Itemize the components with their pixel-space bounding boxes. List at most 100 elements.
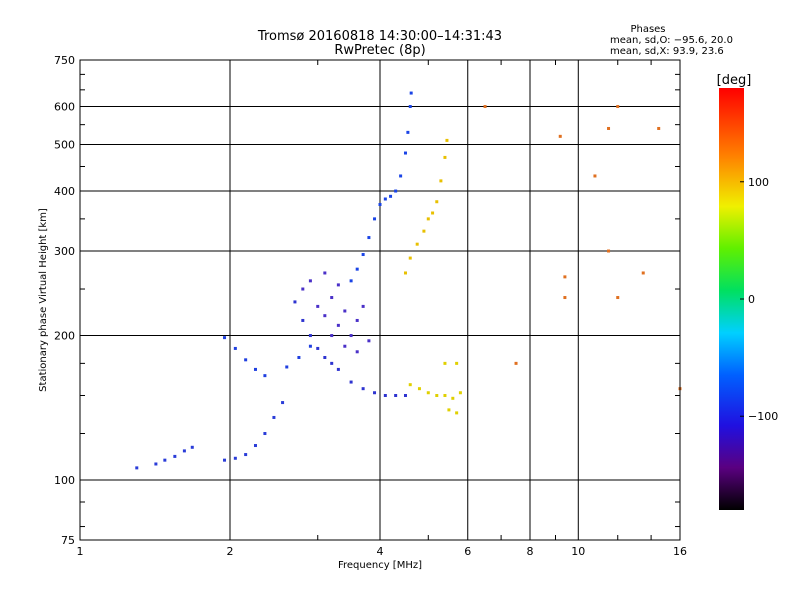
data-point <box>244 358 248 362</box>
data-point <box>408 383 412 387</box>
data-point <box>563 296 567 300</box>
plot-frame <box>79 59 681 541</box>
y-tick-label: 200 <box>54 330 75 343</box>
data-point <box>301 318 305 322</box>
data-point <box>263 374 267 378</box>
data-point <box>447 408 451 412</box>
data-point <box>563 275 567 279</box>
data-point <box>233 346 237 350</box>
data-point <box>403 271 407 275</box>
data-point <box>455 361 459 365</box>
data-point <box>403 151 407 155</box>
data-point <box>514 361 518 365</box>
data-point <box>378 202 382 206</box>
data-point <box>253 444 257 448</box>
axis-ticks <box>80 60 680 540</box>
x-tick-label: 8 <box>527 545 534 558</box>
data-point <box>361 304 365 308</box>
colorbar <box>719 88 744 510</box>
x-axis-label: Frequency [MHz] <box>338 560 422 571</box>
data-point <box>607 249 611 253</box>
colorbar-label: [deg] <box>717 73 752 88</box>
y-tick-label: 100 <box>54 474 75 487</box>
data-point <box>558 134 562 138</box>
data-point <box>349 279 353 283</box>
x-tick-label: 4 <box>377 545 384 558</box>
data-point <box>394 394 398 398</box>
data-point <box>323 355 327 359</box>
data-point <box>403 394 407 398</box>
data-point <box>285 365 289 369</box>
data-point <box>373 391 377 395</box>
data-point <box>458 391 462 395</box>
data-point <box>190 445 194 449</box>
y-axis-label: Stationary phase Virtual Height [km] <box>38 208 49 392</box>
data-point <box>483 105 487 109</box>
y-tick-label: 600 <box>54 101 75 114</box>
data-point <box>417 387 421 391</box>
data-point <box>336 323 340 327</box>
data-point <box>182 449 186 453</box>
data-point <box>330 361 334 365</box>
data-point <box>323 314 327 318</box>
data-point <box>657 126 661 130</box>
chart-subtitle: RwPretec (8p) <box>334 43 425 58</box>
data-point <box>409 91 413 95</box>
data-point <box>415 242 419 246</box>
data-point <box>373 217 377 221</box>
data-point <box>272 415 276 419</box>
data-point <box>616 296 620 300</box>
data-point <box>641 271 645 275</box>
data-point <box>349 334 353 338</box>
data-point <box>408 256 412 260</box>
y-tick-label: 75 <box>61 534 75 547</box>
data-point <box>223 458 227 462</box>
data-point <box>330 296 334 300</box>
data-point <box>343 344 347 348</box>
data-point <box>316 346 320 350</box>
x-tick-label: 6 <box>464 545 471 558</box>
data-point <box>135 466 139 470</box>
data-point <box>616 105 620 109</box>
phases-heading: Phases <box>630 24 665 35</box>
data-point <box>361 387 365 391</box>
data-point <box>408 105 412 109</box>
data-point <box>435 394 439 398</box>
data-point <box>336 283 340 287</box>
data-point <box>301 287 305 291</box>
data-point <box>439 179 443 183</box>
data-point <box>244 453 248 457</box>
data-point <box>323 271 327 275</box>
y-tick-labels: 75 100 200 300 400 500 600 750 <box>54 54 75 547</box>
colorbar-tick-label: 0 <box>748 293 755 306</box>
data-point <box>253 367 257 371</box>
data-point <box>355 350 359 354</box>
x-tick-label: 2 <box>227 545 234 558</box>
data-point <box>308 279 312 283</box>
data-point <box>367 339 371 343</box>
data-point <box>443 394 447 398</box>
data-point <box>316 304 320 308</box>
data-point <box>173 454 177 458</box>
data-point <box>431 211 435 215</box>
data-point <box>399 174 403 178</box>
data-point <box>422 229 426 233</box>
y-tick-label: 750 <box>54 54 75 67</box>
colorbar-tick-label: −100 <box>748 410 778 423</box>
data-point <box>445 138 449 142</box>
data-point <box>426 391 430 395</box>
data-point <box>349 380 353 384</box>
data-point <box>293 300 297 304</box>
data-point <box>223 336 227 340</box>
data-point <box>443 155 447 159</box>
phases-o-line: mean, sd,O: −95.6, 20.0 <box>610 35 733 46</box>
data-point <box>330 334 334 338</box>
data-point <box>394 189 398 193</box>
data-point <box>451 396 455 400</box>
chart-title: Tromsø 20160818 14:30:00–14:31:43 <box>257 29 502 44</box>
y-tick-label: 400 <box>54 185 75 198</box>
data-point <box>355 267 359 271</box>
data-point <box>389 194 393 198</box>
data-point <box>361 253 365 257</box>
data-point <box>607 126 611 130</box>
